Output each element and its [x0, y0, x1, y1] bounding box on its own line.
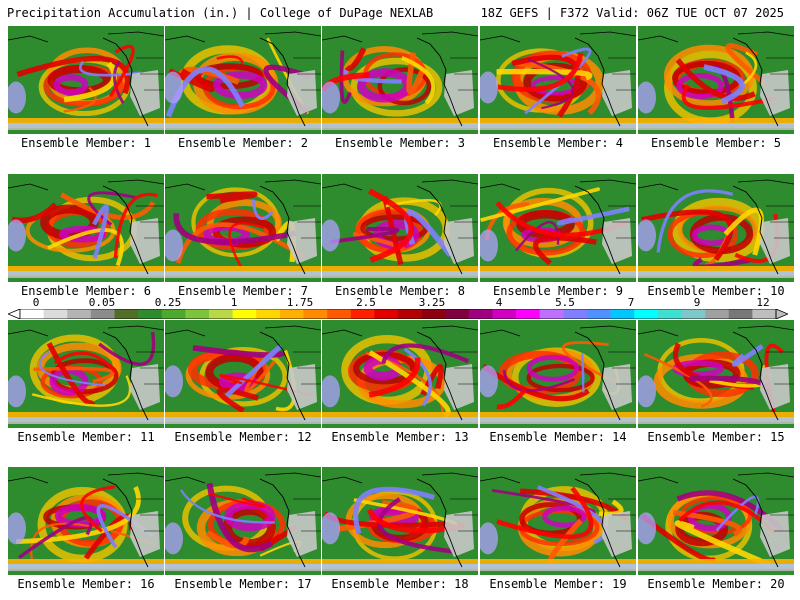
ensemble-map-panel — [322, 320, 478, 428]
colorbar-swatch — [728, 309, 753, 319]
colorbar-tick-label: 0 — [32, 296, 40, 309]
ensemble-member-label: Ensemble Member: 19 — [489, 577, 627, 591]
ensemble-map-panel — [322, 174, 478, 282]
colorbar-min-arrow — [8, 309, 21, 319]
colorbar-swatch — [421, 309, 446, 319]
colorbar-swatch — [209, 309, 233, 319]
colorbar-swatch — [587, 309, 611, 319]
ensemble-member-label: Ensemble Member: 17 — [174, 577, 312, 591]
colorbar-swatch — [398, 309, 422, 319]
colorbar-tick-label: 9 — [693, 296, 701, 309]
ensemble-map-panel — [8, 174, 164, 282]
colorbar-swatch — [563, 309, 588, 319]
ensemble-map-panel — [322, 467, 478, 575]
colorbar-swatch — [256, 309, 281, 319]
colorbar-tick-label: 1 — [230, 296, 238, 309]
colorbar-swatch — [350, 309, 375, 319]
colorbar-swatch — [279, 309, 304, 319]
precipitation-colorbar — [8, 309, 788, 319]
ensemble-member-label: Ensemble Member: 18 — [331, 577, 469, 591]
ensemble-map-panel — [638, 174, 794, 282]
ensemble-map-panel — [165, 467, 321, 575]
ensemble-member-label: Ensemble Member: 12 — [174, 430, 312, 444]
ensemble-member-label: Ensemble Member: 10 — [647, 284, 785, 298]
ensemble-member-label: Ensemble Member: 6 — [20, 284, 152, 298]
ensemble-member-label: Ensemble Member: 20 — [647, 577, 785, 591]
colorbar-swatch — [705, 309, 730, 319]
ensemble-member-label: Ensemble Member: 3 — [334, 136, 466, 150]
ensemble-map-panel — [638, 467, 794, 575]
ensemble-map-panel — [480, 26, 636, 134]
colorbar-tick-label: 7 — [627, 296, 635, 309]
colorbar-tick-label: 3.25 — [418, 296, 446, 309]
ensemble-map-panel — [8, 467, 164, 575]
ensemble-member-label: Ensemble Member: 13 — [331, 430, 469, 444]
ensemble-member-label: Ensemble Member: 7 — [177, 284, 309, 298]
colorbar-tick-label: 0.05 — [88, 296, 116, 309]
colorbar-swatch — [610, 309, 635, 319]
colorbar-swatch — [752, 309, 777, 319]
ensemble-map-panel — [8, 26, 164, 134]
colorbar-swatch — [657, 309, 682, 319]
chart-title: Precipitation Accumulation (in.) | Colle… — [7, 6, 434, 20]
ensemble-map-panel — [165, 320, 321, 428]
colorbar-swatch — [185, 309, 210, 319]
ensemble-member-label: Ensemble Member: 4 — [492, 136, 624, 150]
colorbar-swatch — [138, 309, 163, 319]
colorbar-tick-label: 4 — [495, 296, 503, 309]
ensemble-member-label: Ensemble Member: 14 — [489, 430, 627, 444]
colorbar-swatch — [468, 309, 493, 319]
ensemble-member-label: Ensemble Member: 11 — [17, 430, 155, 444]
colorbar-swatch — [516, 309, 541, 319]
ensemble-member-label: Ensemble Member: 8 — [334, 284, 466, 298]
colorbar-swatch — [161, 309, 186, 319]
colorbar-swatch — [374, 309, 399, 319]
colorbar-swatch — [303, 309, 328, 319]
colorbar-swatch — [327, 309, 352, 319]
ensemble-map-panel — [165, 26, 321, 134]
colorbar-swatch — [114, 309, 139, 319]
ensemble-member-label: Ensemble Member: 9 — [492, 284, 624, 298]
colorbar-swatch — [681, 309, 706, 319]
colorbar-tick-label: 5.5 — [555, 296, 575, 309]
colorbar-swatch — [20, 309, 44, 319]
ensemble-map-panel — [480, 174, 636, 282]
colorbar-swatch — [492, 309, 517, 319]
ensemble-map-panel — [322, 26, 478, 134]
colorbar-swatch — [539, 309, 564, 319]
colorbar-swatch — [445, 309, 470, 319]
colorbar-tick-label: 0.25 — [154, 296, 182, 309]
colorbar-tick-label: 1.75 — [286, 296, 314, 309]
colorbar-tick-label: 12 — [756, 296, 770, 309]
colorbar-tick-label: 2.5 — [356, 296, 376, 309]
colorbar-swatch — [90, 309, 115, 319]
ensemble-map-panel — [638, 320, 794, 428]
colorbar-max-arrow — [775, 309, 788, 319]
ensemble-map-panel — [480, 467, 636, 575]
ensemble-map-panel — [165, 174, 321, 282]
model-valid-time: 18Z GEFS | F372 Valid: 06Z TUE OCT 07 20… — [480, 6, 784, 20]
colorbar-swatch — [232, 309, 257, 319]
ensemble-member-label: Ensemble Member: 1 — [20, 136, 152, 150]
ensemble-member-label: Ensemble Member: 2 — [177, 136, 309, 150]
colorbar-swatch — [43, 309, 68, 319]
ensemble-map-panel — [638, 26, 794, 134]
ensemble-map-panel — [8, 320, 164, 428]
ensemble-member-label: Ensemble Member: 16 — [17, 577, 155, 591]
colorbar-swatch — [67, 309, 92, 319]
ensemble-map-panel — [480, 320, 636, 428]
colorbar-swatch — [634, 309, 659, 319]
ensemble-member-label: Ensemble Member: 5 — [650, 136, 782, 150]
ensemble-member-label: Ensemble Member: 15 — [647, 430, 785, 444]
